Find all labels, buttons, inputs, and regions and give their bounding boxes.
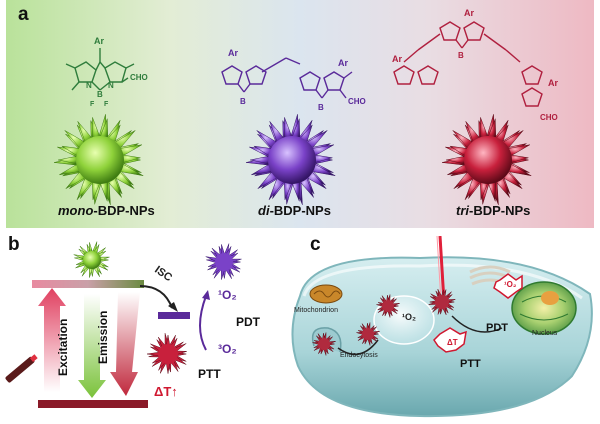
mono-np-label: mono-BDP-NPs — [58, 203, 155, 218]
panel-c-graphics — [291, 236, 593, 418]
di-np-label: di-BDP-NPs — [258, 203, 331, 218]
di-ar-text: Ar — [228, 48, 238, 58]
ptt-label: PTT — [198, 367, 221, 381]
mitochondrion-label: Mitochondrion — [294, 307, 338, 314]
mono-n1-text: N — [86, 81, 92, 90]
di-bdp-structure — [221, 57, 353, 99]
tri-np-label: tri-BDP-NPs — [456, 203, 531, 218]
di-nanoparticle — [246, 114, 336, 205]
tri-ar2-text: Ar — [392, 54, 402, 64]
tri-bdp-structure — [393, 21, 543, 107]
triplet-oxygen-label: ³O₂ — [218, 342, 237, 356]
di-b-text: B — [240, 97, 246, 106]
tri-b-text: B — [458, 51, 464, 60]
tri-ar-text: Ar — [464, 8, 474, 18]
delta-t-label: ΔT↑ — [154, 384, 178, 399]
mono-f2-text: F — [104, 101, 109, 108]
cell-nanoparticle — [428, 288, 456, 316]
nucleus — [511, 281, 577, 335]
singlet-oxygen-label: ¹O₂ — [218, 288, 237, 302]
nucleus-label: Nucleus — [532, 330, 558, 337]
dt-badge-label: ΔT — [447, 338, 458, 347]
excitation-arrow — [38, 288, 66, 392]
di-ar2-text: Ar — [338, 58, 348, 68]
o2-badge-label: ¹O₂ — [504, 280, 517, 289]
panel-c-label: c — [310, 234, 321, 255]
pdt-cell-label: PDT — [486, 322, 508, 334]
excited-level — [32, 280, 144, 288]
mono-f1-text: F — [90, 101, 95, 108]
nonradiative-arrow — [110, 292, 140, 396]
tri-cho-text: CHO — [540, 113, 558, 122]
endocytosis-label: Endocytosis — [340, 352, 378, 359]
dt-badge — [433, 327, 467, 353]
mitochondrion — [309, 284, 343, 304]
ground-level — [38, 400, 148, 408]
ptt-cell-label: PTT — [460, 358, 481, 370]
cell-nanoparticle — [376, 294, 400, 318]
mono-nanoparticle — [54, 114, 144, 205]
singlet-oxygen-cell-label: ¹O₂ — [402, 312, 416, 322]
ptt-pdt-arrow — [451, 315, 503, 333]
triplet-level — [158, 312, 190, 319]
isc-curve — [139, 285, 173, 309]
pdt-nanoparticle — [205, 243, 242, 280]
mono-bdp-structure — [65, 48, 135, 91]
o2-badge — [493, 273, 523, 299]
di-b2-text: B — [318, 103, 324, 112]
mono-cho-text: CHO — [130, 73, 148, 82]
tri-nanoparticle — [442, 114, 532, 205]
mono-n2-text: N — [108, 81, 114, 90]
excitation-label: Excitation — [56, 318, 70, 376]
ptt-nanoparticle — [146, 333, 187, 374]
tri-ar3-text: Ar — [548, 78, 558, 88]
emission-arrow — [78, 294, 106, 398]
mono-b-text: B — [97, 90, 103, 99]
panel-a-label: a — [18, 4, 29, 25]
panel-b-graphics — [5, 241, 242, 408]
panel-a-graphics: Ar N N B F F CHO Ar Ar B B CHO Ar Ar Ar … — [54, 8, 558, 205]
laser-pointer-icon — [5, 354, 38, 383]
di-cho-text: CHO — [348, 97, 366, 106]
pdt-label: PDT — [236, 315, 260, 329]
mono-ar-text: Ar — [94, 36, 104, 46]
panel-b-label: b — [8, 234, 20, 255]
cell-nanoparticle — [356, 322, 380, 346]
emission-label: Emission — [96, 310, 110, 364]
cell-nanoparticle — [312, 332, 336, 356]
excited-nanoparticle — [73, 241, 110, 278]
o2-curve — [199, 295, 207, 351]
